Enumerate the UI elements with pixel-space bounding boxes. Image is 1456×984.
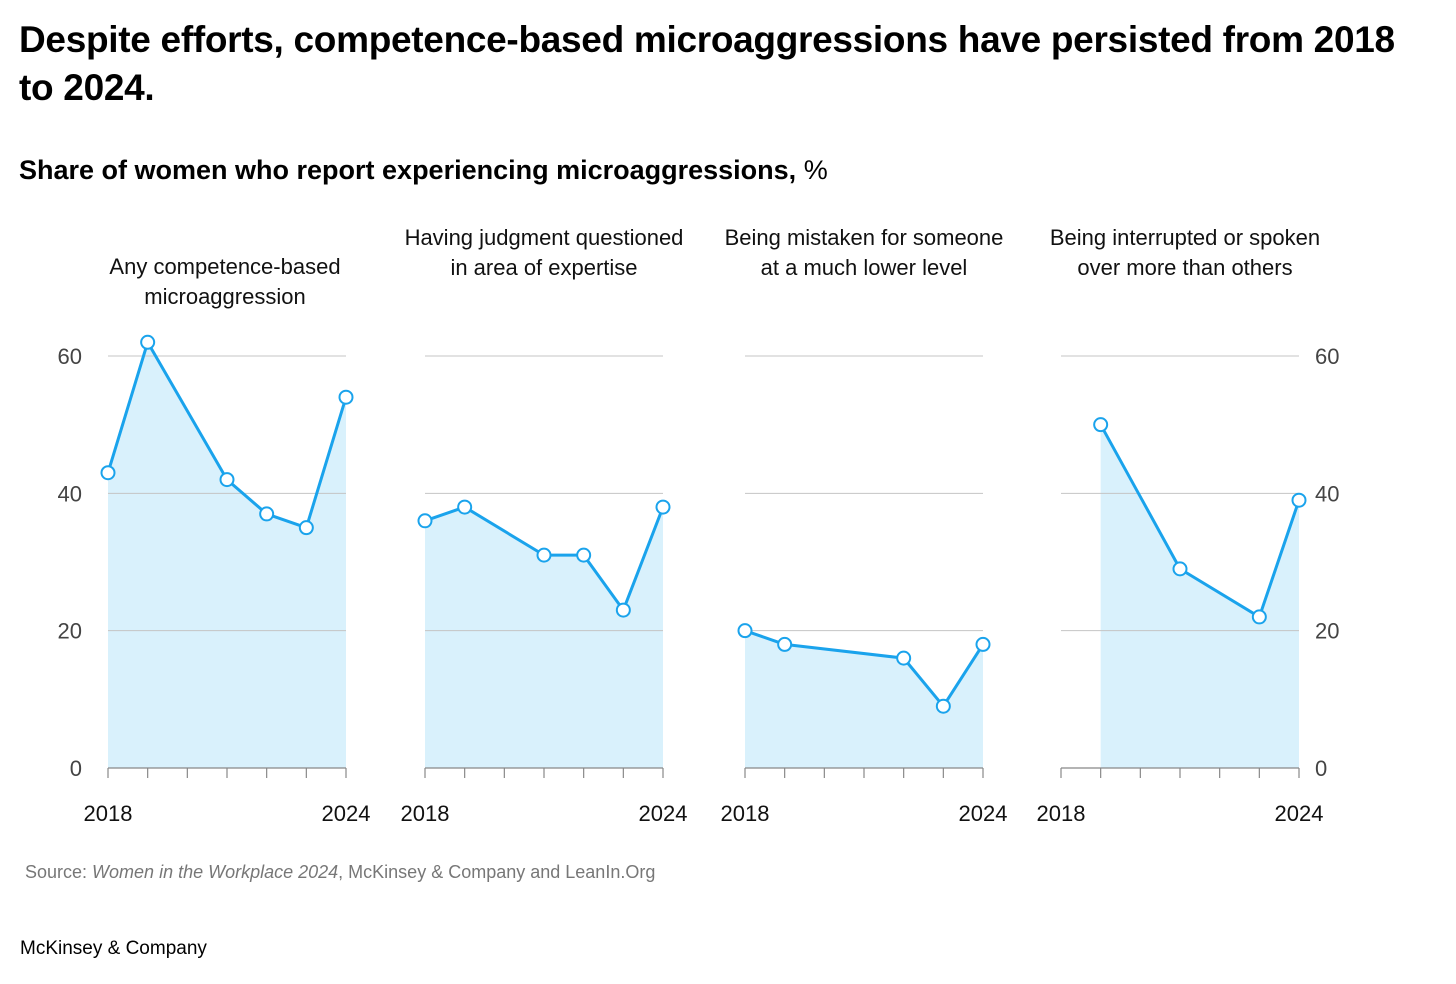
data-point-2018 — [417, 513, 433, 529]
data-point-2022 — [259, 506, 275, 522]
x-tick-label-2024: 2024 — [322, 801, 371, 826]
data-point-2023 — [935, 698, 951, 714]
x-tick-label-2018: 2018 — [1037, 801, 1086, 826]
data-point-2024 — [1291, 492, 1307, 508]
data-point-2022 — [576, 547, 592, 563]
chart-subtitle: Share of women who report experiencing m… — [19, 155, 828, 186]
panel-title-any: Any competence-based microaggression — [109, 254, 341, 309]
series-line-4 — [1099, 423, 1301, 619]
chart-title: Despite efforts, competence-based microa… — [19, 19, 1395, 108]
data-point-2021 — [1172, 561, 1188, 577]
data-point-2019 — [140, 334, 156, 350]
brand-logo-text: McKinsey & Company — [20, 938, 207, 959]
area-fill-2 — [425, 507, 663, 768]
y-tick-label-0: 0 — [70, 756, 82, 781]
data-point-2024 — [655, 499, 671, 515]
source-publication: Women in the Workplace 2024 — [92, 862, 339, 882]
source-note: Source: Women in the Workplace 2024, McK… — [25, 862, 655, 883]
data-point-2023 — [298, 520, 314, 536]
x-tick-label-2018: 2018 — [401, 801, 450, 826]
data-point-2021 — [536, 547, 552, 563]
data-point-2018 — [737, 623, 753, 639]
data-point-2023 — [615, 602, 631, 618]
x-tick-label-2018: 2018 — [84, 801, 133, 826]
data-point-2022 — [896, 650, 912, 666]
y-tick-label-0: 0 — [1315, 756, 1327, 781]
series-line-1 — [106, 340, 348, 530]
y-tick-label-60: 60 — [58, 344, 82, 369]
y-tick-label-40: 40 — [58, 481, 82, 506]
data-point-2019 — [457, 499, 473, 515]
data-point-2023 — [1251, 609, 1267, 625]
source-suffix: , McKinsey & Company and LeanIn.Org — [338, 862, 656, 882]
x-tick-label-2024: 2024 — [1275, 801, 1324, 826]
x-tick-label-2024: 2024 — [959, 801, 1008, 826]
subtitle-text: Share of women who report experiencing m… — [19, 155, 797, 185]
data-point-2024 — [975, 636, 991, 652]
y-tick-label-40: 40 — [1315, 481, 1339, 506]
y-tick-label-20: 20 — [1315, 619, 1339, 644]
x-tick-label-2018: 2018 — [721, 801, 770, 826]
x-tick-label-2024: 2024 — [639, 801, 688, 826]
y-tick-label-60: 60 — [1315, 344, 1339, 369]
data-point-2019 — [1093, 417, 1109, 433]
panel-title-interrupted: Being interrupted or spoken over more th… — [1049, 225, 1321, 280]
panel-title-judgment: Having judgment questioned in area of ex… — [404, 225, 684, 280]
y-tick-label-20: 20 — [58, 619, 82, 644]
subtitle-unit: % — [803, 155, 828, 185]
data-point-2018 — [100, 465, 116, 481]
data-point-2024 — [338, 389, 354, 405]
area-fill-1 — [108, 342, 346, 768]
data-point-2019 — [777, 636, 793, 652]
panel-title-mistaken: Being mistaken for someone at a much low… — [724, 225, 1004, 280]
data-point-2021 — [219, 472, 235, 488]
area-fill-4 — [1100, 424, 1299, 768]
source-prefix: Source: — [25, 862, 93, 882]
area-fill-3 — [745, 630, 983, 768]
